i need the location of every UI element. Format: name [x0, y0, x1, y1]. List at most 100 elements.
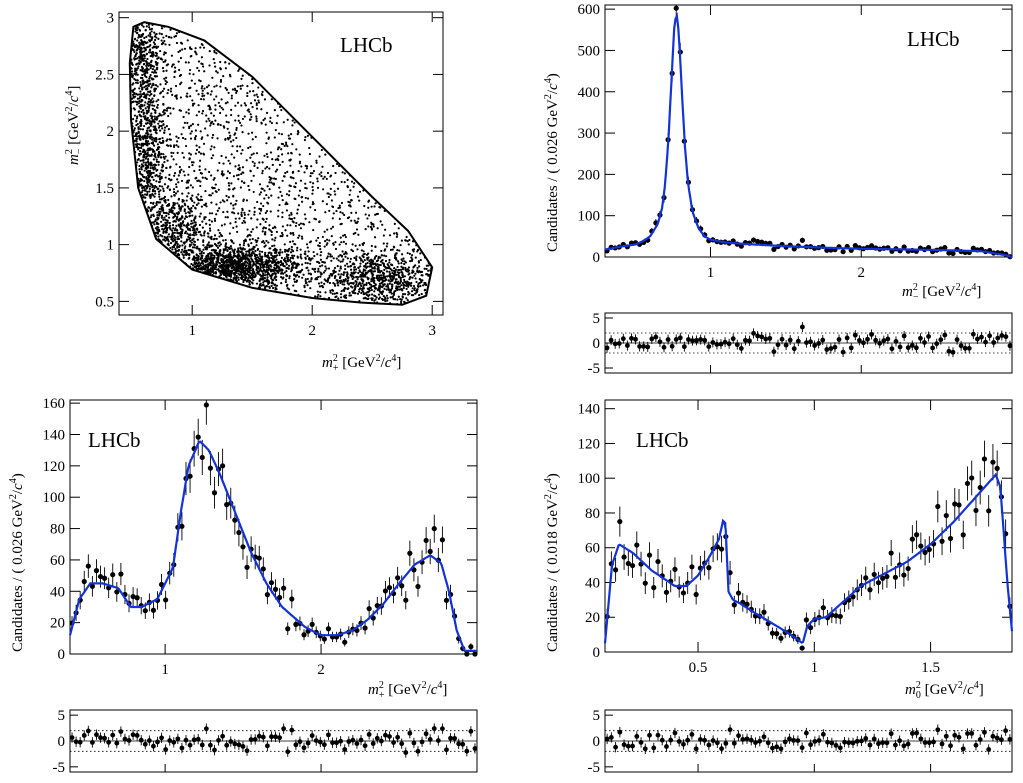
dalitz-event — [151, 176, 154, 179]
dalitz-event — [329, 175, 332, 178]
dalitz-event — [182, 224, 185, 227]
dalitz-event — [318, 261, 321, 265]
dalitz-event — [243, 217, 246, 220]
dalitz-event — [274, 263, 277, 267]
dalitz-event — [399, 276, 402, 279]
dalitz-event — [297, 236, 300, 239]
dalitz-event — [181, 205, 184, 208]
dalitz-event — [245, 250, 248, 253]
dalitz-event — [172, 215, 175, 219]
dalitz-event — [325, 238, 329, 241]
dalitz-event — [316, 260, 319, 263]
dalitz-event — [275, 248, 278, 252]
dalitz-event — [331, 289, 335, 292]
dalitz-event — [337, 206, 340, 210]
dalitz-event — [191, 123, 194, 126]
dalitz-event — [316, 180, 319, 183]
dalitz-event — [237, 269, 241, 273]
dalitz-event — [166, 159, 169, 162]
dalitz-event — [416, 266, 419, 270]
dalitz-event — [147, 174, 150, 177]
dalitz-event — [201, 261, 204, 264]
dalitz-event — [390, 279, 393, 283]
dalitz-event — [285, 193, 288, 196]
dalitz-event — [366, 217, 369, 220]
pull-point — [677, 335, 683, 341]
pull-point — [686, 337, 691, 342]
dalitz-event — [169, 112, 172, 115]
dalitz-event — [338, 276, 342, 280]
dalitz-event — [267, 251, 270, 255]
dalitz-event — [133, 77, 136, 81]
dalitz-event — [373, 257, 376, 260]
dalitz-event — [162, 123, 165, 126]
dalitz-event — [308, 221, 311, 224]
dalitz-event — [254, 273, 257, 276]
dalitz-event — [228, 232, 231, 235]
dalitz-event — [136, 73, 139, 76]
dalitz-event — [275, 275, 278, 278]
dalitz-event — [180, 179, 184, 183]
dalitz-event — [212, 272, 215, 275]
dalitz-event — [190, 219, 193, 223]
dalitz-event — [404, 261, 408, 264]
dalitz-event — [280, 271, 283, 274]
dalitz-event — [264, 251, 267, 254]
dalitz-event — [167, 185, 170, 188]
dalitz-event — [284, 278, 288, 281]
dalitz-event — [136, 145, 139, 149]
dalitz-event — [136, 67, 139, 70]
dalitz-event — [325, 202, 329, 206]
dalitz-event — [370, 221, 373, 224]
dalitz-event — [301, 263, 304, 266]
dalitz-event — [194, 217, 197, 220]
dalitz-event — [142, 148, 145, 151]
dalitz-event — [296, 208, 299, 211]
dalitz-event — [376, 268, 380, 271]
dalitz-event — [252, 271, 255, 275]
dalitz-event — [249, 269, 252, 272]
dalitz-event — [354, 285, 357, 289]
dalitz-event — [172, 145, 176, 148]
dalitz-event — [277, 215, 280, 218]
dalitz-event — [234, 221, 237, 224]
dalitz-event — [156, 143, 159, 146]
dalitz-event — [141, 73, 144, 77]
dalitz-event — [195, 247, 198, 250]
dalitz-event — [139, 159, 142, 162]
dalitz-event — [231, 145, 234, 148]
dalitz-event — [202, 244, 205, 247]
dalitz-event — [335, 209, 338, 213]
dalitz-event — [162, 95, 165, 98]
dalitz-event — [417, 285, 420, 288]
dalitz-event — [384, 297, 387, 300]
dalitz-event — [278, 267, 281, 270]
dalitz-event — [155, 100, 158, 103]
dalitz-event — [143, 189, 146, 192]
dalitz-event — [189, 240, 192, 243]
dalitz-event — [385, 245, 388, 248]
dalitz-event — [212, 122, 215, 126]
dalitz-event — [234, 104, 237, 107]
dalitz-event — [257, 260, 260, 263]
dalitz-event — [174, 84, 178, 88]
dalitz-event — [244, 274, 247, 277]
dalitz-event — [144, 95, 148, 98]
dalitz-event — [135, 49, 138, 52]
dalitz-event — [388, 275, 391, 278]
dalitz-event — [154, 163, 157, 167]
dalitz-event — [407, 285, 410, 288]
dalitz-event — [249, 102, 253, 105]
dalitz-event — [326, 279, 329, 283]
dalitz-event — [413, 287, 416, 290]
dalitz-event — [293, 254, 296, 257]
dalitz-event — [170, 195, 173, 198]
dalitz-event — [158, 151, 161, 155]
dalitz-event — [301, 276, 304, 279]
dalitz-event — [242, 253, 245, 256]
dalitz-event — [342, 271, 346, 274]
dalitz-event — [251, 267, 255, 271]
dalitz-event — [144, 107, 147, 110]
dalitz-event — [194, 262, 197, 265]
dalitz-event — [273, 247, 277, 250]
